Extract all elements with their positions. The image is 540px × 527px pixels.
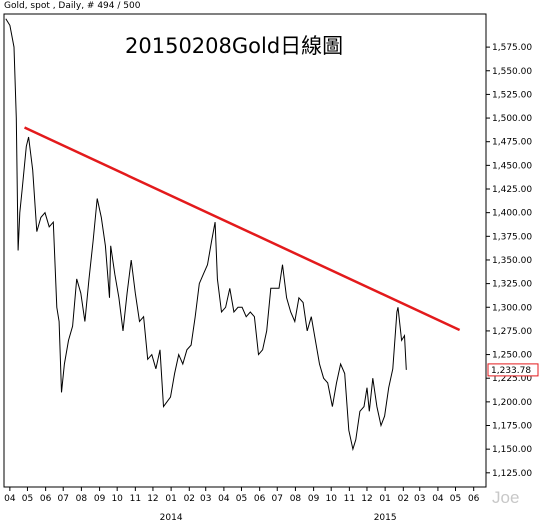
y-tick-label: 1,425.00 [492,185,532,195]
x-tick-label: 04 [432,494,444,504]
x-tick-label: 03 [200,494,211,504]
last-value-label: 1,233.78 [491,366,531,376]
chart-header: Gold, spot , Daily, # 494 / 500 [4,1,141,11]
x-tick-label: 12 [147,494,158,504]
y-tick-label: 1,275.00 [492,327,532,337]
x-tick-label: 12 [361,494,372,504]
last-value-box [487,363,539,377]
watermark: Joe [492,488,520,507]
plot-area [3,13,487,488]
x-tick-label: 11 [130,494,141,504]
y-tick-label: 1,325.00 [492,280,532,290]
x-tick-label: 10 [325,494,337,504]
y-tick-label: 1,200.00 [492,398,532,408]
chart-title: 20150208Gold日線圖 [125,34,344,58]
y-tick-label: 1,475.00 [492,138,532,148]
price-line [5,18,407,452]
price-series [5,18,407,452]
x-year-label: 2014 [160,513,183,523]
x-tick-label: 01 [165,494,176,504]
last-value-marker: 1,233.78 [487,363,539,377]
x-axis: 04 05 06 07 08 09 10 11 12 01 02 03 04 05 06 07 08 09 10 11… [4,487,480,523]
y-tick-label: 1,150.00 [492,445,532,455]
resistance-trendline [23,126,461,332]
y-tick-label: 1,375.00 [492,232,532,242]
x-tick-label: 10 [111,494,123,504]
x-tick-label: 09 [308,494,320,504]
x-tick-label: 05 [450,494,461,504]
x-tick-label: 06 [254,494,266,504]
x-tick-label: 02 [398,494,409,504]
y-tick-label: 1,300.00 [492,303,532,313]
y-tick-label: 1,350.00 [492,256,532,266]
y-tick-label: 1,450.00 [492,161,532,171]
x-tick-label: 01 [379,494,390,504]
y-tick-label: 1,400.00 [492,209,532,219]
x-tick-label: 04 [218,494,230,504]
y-tick-label: 1,525.00 [492,90,532,100]
x-tick-label: 06 [468,494,480,504]
x-tick-label: 03 [414,494,425,504]
y-tick-label: 1,575.00 [492,43,532,53]
y-tick-label: 1,550.00 [492,67,532,77]
x-tick-label: 09 [94,494,106,504]
x-tick-label: 04 [4,494,16,504]
x-tick-label: 07 [57,494,68,504]
x-tick-label: 07 [272,494,283,504]
y-axis: 1,125.00 1,150.00 1,175.00 1,200.00 1,225.00… [486,43,532,479]
x-tick-label: 11 [344,494,355,504]
x-tick-label: 08 [290,494,302,504]
x-tick-label: 02 [184,494,195,504]
x-tick-label: 08 [76,494,88,504]
x-year-label: 2015 [374,513,397,523]
y-tick-label: 1,225.00 [492,374,532,384]
x-tick-label: 06 [40,494,52,504]
y-tick-label: 1,250.00 [492,351,532,361]
x-tick-label: 05 [22,494,33,504]
y-tick-label: 1,125.00 [492,469,532,479]
trend-series [23,126,461,332]
x-tick-label: 05 [236,494,247,504]
y-tick-label: 1,175.00 [492,422,532,432]
y-tick-label: 1,500.00 [492,114,532,124]
